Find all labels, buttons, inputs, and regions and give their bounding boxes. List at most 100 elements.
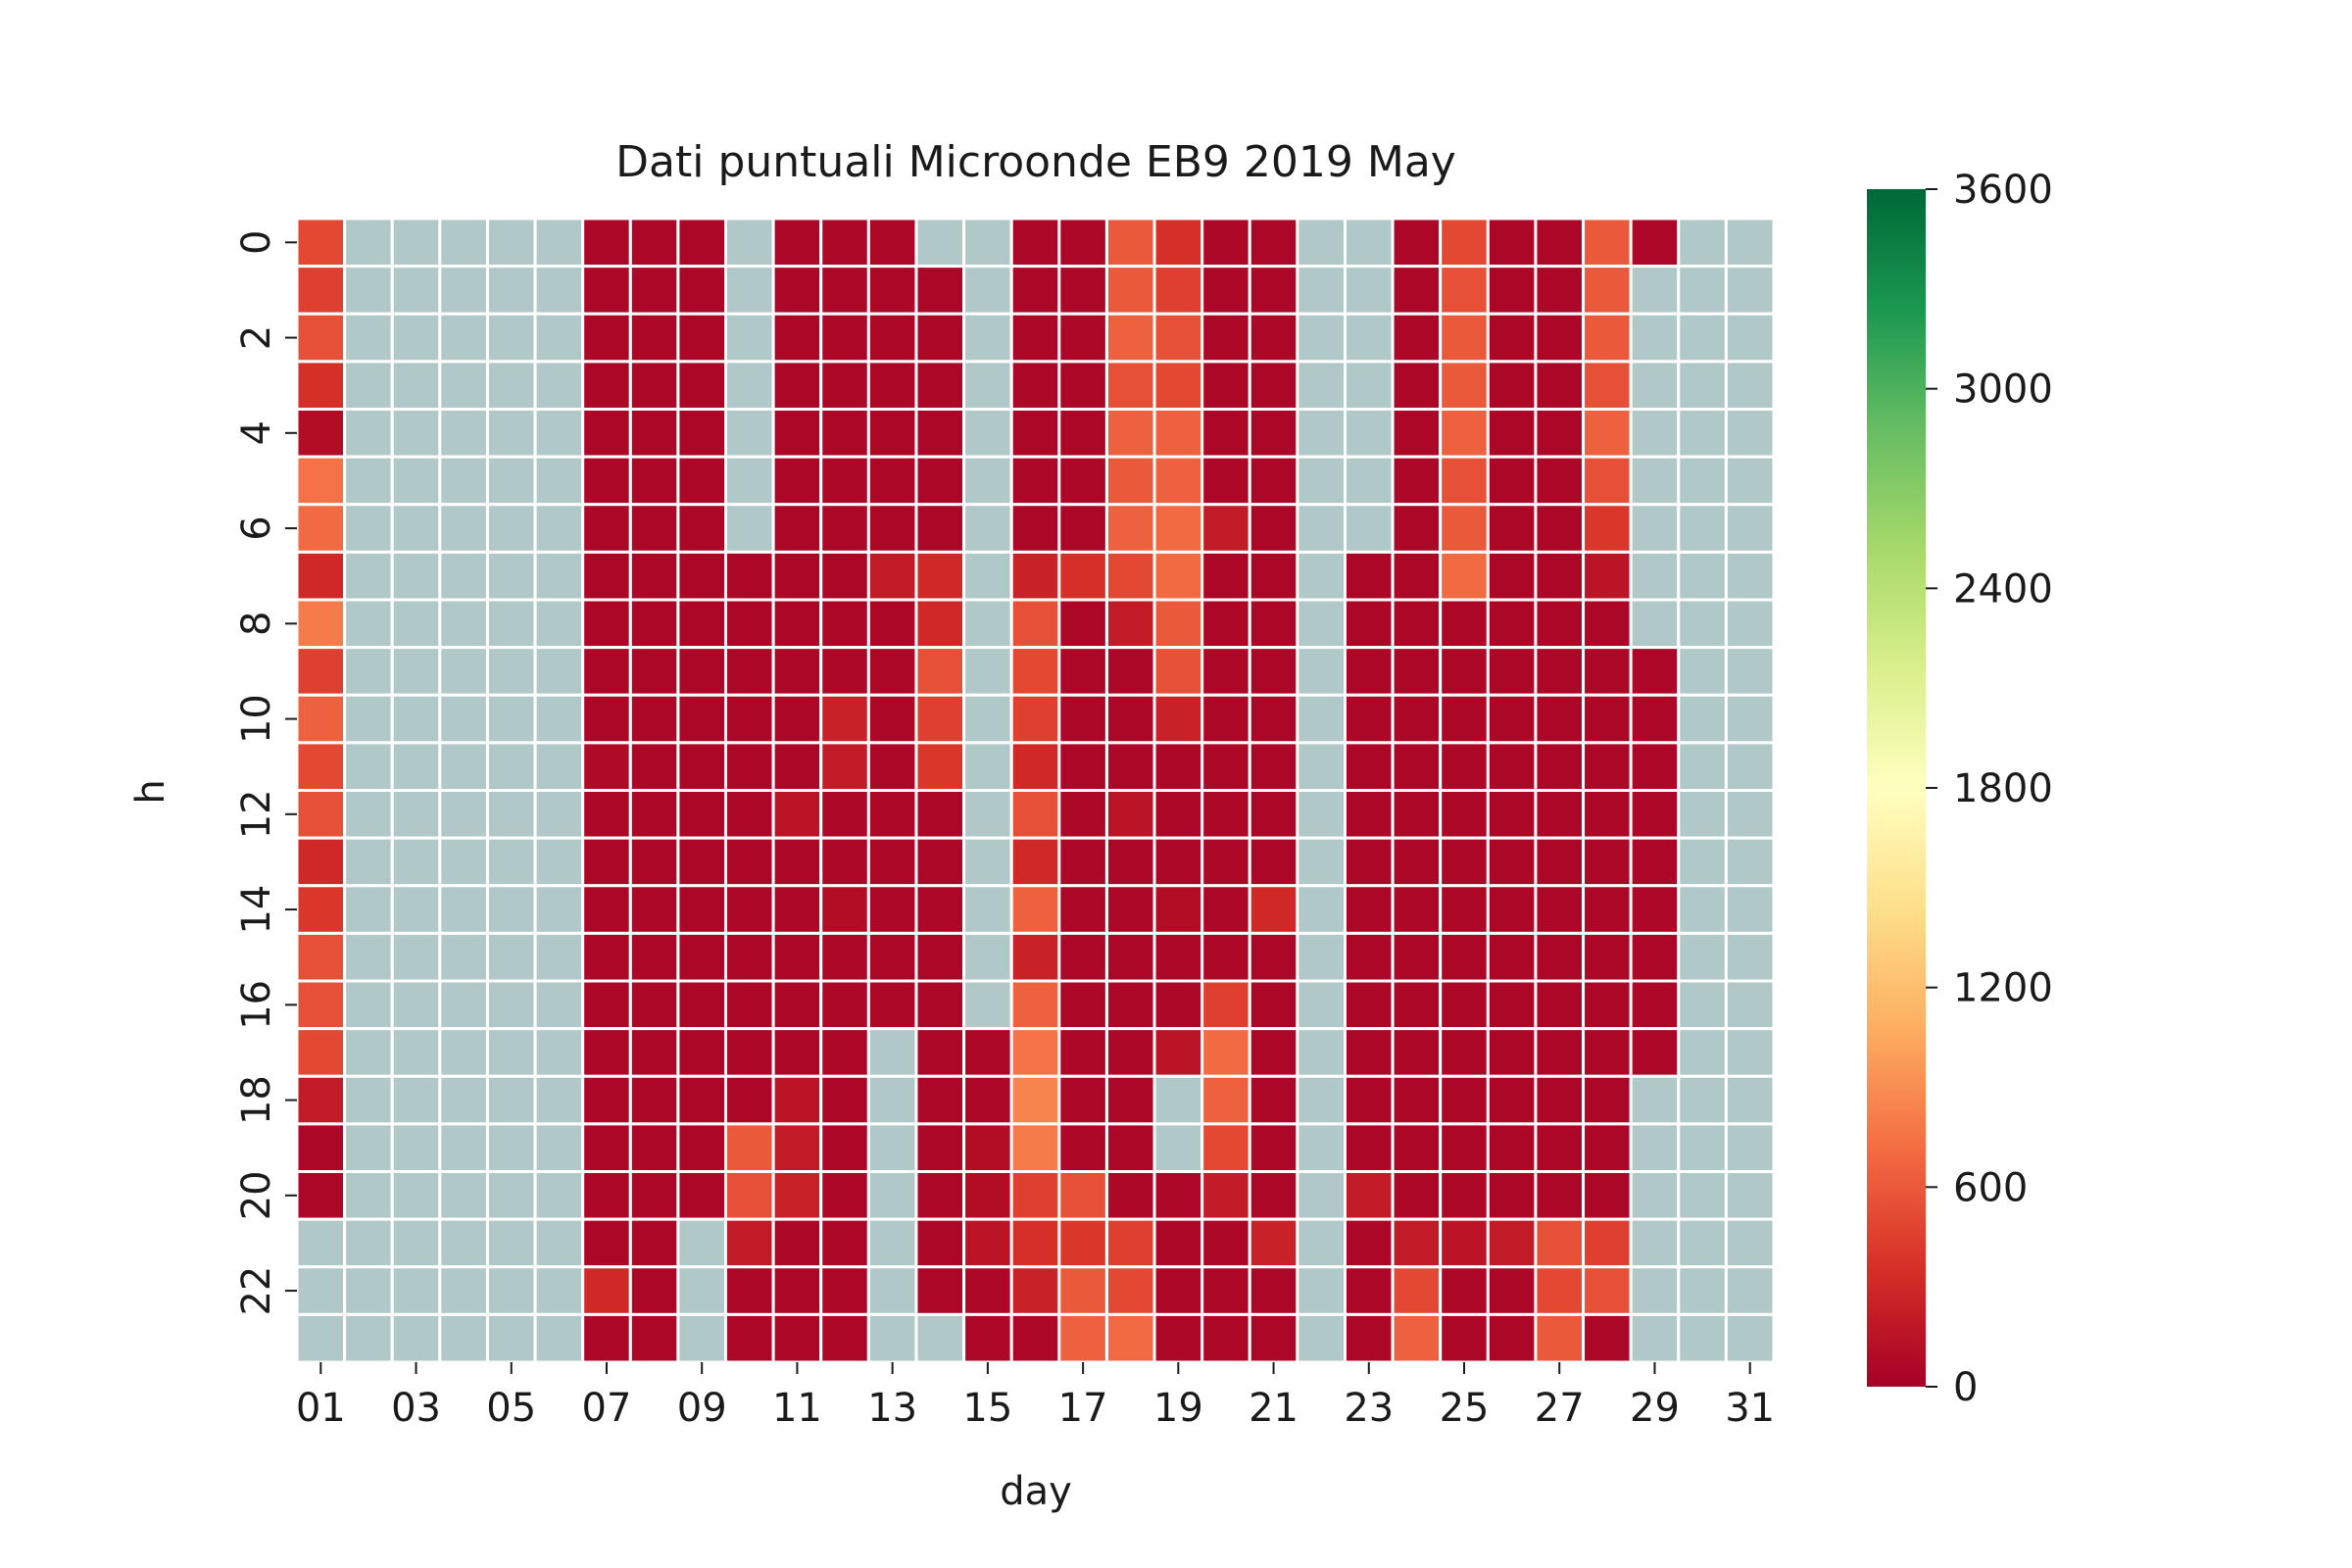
- colorbar-ticks: 0 600 1200 1800 2400 3000 3600: [1926, 168, 2053, 1410]
- heatmap-cell: [1534, 408, 1586, 459]
- y-tick-label: 6: [234, 515, 279, 540]
- heatmap-cell: [1582, 931, 1633, 983]
- heatmap-cell: [533, 598, 585, 650]
- heatmap-cell: [1152, 979, 1204, 1031]
- heatmap-cell: [1439, 503, 1490, 554]
- heatmap-cell: [1009, 1170, 1061, 1221]
- heatmap-cell: [1152, 598, 1204, 650]
- heatmap-cell: [914, 1074, 966, 1126]
- heatmap-cell: [1724, 931, 1776, 983]
- heatmap-cell: [390, 646, 442, 697]
- heatmap-cell: [1200, 503, 1251, 554]
- heatmap-cell: [1296, 503, 1347, 554]
- heatmap-cell: [1200, 455, 1251, 507]
- heatmap-cell: [1724, 789, 1776, 840]
- heatmap-cell: [1439, 408, 1490, 459]
- heatmap-cell: [1343, 789, 1395, 840]
- y-tick-label: 4: [234, 420, 279, 445]
- x-tick-label: 21: [1249, 1386, 1298, 1431]
- heatmap-cell: [914, 836, 966, 888]
- heatmap-cell: [1582, 646, 1633, 697]
- heatmap-cell: [1104, 408, 1156, 459]
- heatmap-cell: [485, 884, 537, 935]
- heatmap-cell: [771, 598, 823, 650]
- heatmap-cell: [1534, 360, 1586, 411]
- heatmap-cell: [533, 1217, 585, 1269]
- heatmap-cell: [819, 360, 870, 411]
- heatmap-cell: [1057, 312, 1108, 364]
- heatmap-cell: [343, 979, 394, 1031]
- colorbar-tick-label: 1200: [1953, 966, 2053, 1011]
- heatmap-cell: [1724, 408, 1776, 459]
- heatmap-cell: [628, 646, 680, 697]
- heatmap-cell: [1391, 1312, 1443, 1364]
- heatmap-cell: [581, 360, 632, 411]
- heatmap-cell: [581, 1122, 632, 1173]
- heatmap-cell: [628, 360, 680, 411]
- heatmap-cell: [1009, 503, 1061, 554]
- heatmap-cell: [724, 1027, 775, 1078]
- heatmap-cell: [676, 789, 728, 840]
- heatmap-cell: [1152, 1027, 1204, 1078]
- heatmap-cell: [628, 884, 680, 935]
- heatmap-cell: [1009, 979, 1061, 1031]
- heatmap-cell: [1582, 503, 1633, 554]
- heatmap-cell: [1439, 789, 1490, 840]
- heatmap-cell: [1486, 360, 1538, 411]
- heatmap-cell: [771, 931, 823, 983]
- heatmap-cell: [581, 931, 632, 983]
- y-tick-label: 12: [234, 789, 279, 839]
- heatmap-cell: [1009, 1217, 1061, 1269]
- heatmap-cell: [390, 1265, 442, 1316]
- heatmap-cell: [1200, 1170, 1251, 1221]
- heatmap-cell: [914, 503, 966, 554]
- heatmap-cell: [390, 1312, 442, 1364]
- heatmap-cell: [1677, 646, 1728, 697]
- heatmap-cell: [1296, 312, 1347, 364]
- heatmap-cell: [1296, 1265, 1347, 1316]
- heatmap-cell: [866, 455, 918, 507]
- heatmap-cell: [390, 455, 442, 507]
- heatmap-cell: [866, 1122, 918, 1173]
- heatmap-cell: [1724, 503, 1776, 554]
- heatmap-cell: [1582, 1027, 1633, 1078]
- heatmap-cell: [1486, 884, 1538, 935]
- heatmap-cell: [1104, 931, 1156, 983]
- heatmap-cell: [533, 836, 585, 888]
- heatmap-cell: [914, 1122, 966, 1173]
- heatmap-cell: [1009, 1122, 1061, 1173]
- heatmap-cell: [533, 789, 585, 840]
- heatmap-cell: [1629, 1265, 1681, 1316]
- heatmap-cell: [1677, 265, 1728, 316]
- heatmap-cell: [914, 979, 966, 1031]
- heatmap-cell: [343, 1122, 394, 1173]
- heatmap-cell: [1486, 1217, 1538, 1269]
- heatmap-cell: [1486, 550, 1538, 602]
- heatmap-cell: [1104, 312, 1156, 364]
- heatmap-cell: [724, 1122, 775, 1173]
- heatmap-cell: [819, 979, 870, 1031]
- heatmap-cell: [581, 312, 632, 364]
- heatmap-cell: [1629, 979, 1681, 1031]
- heatmap-cell: [1104, 360, 1156, 411]
- heatmap-cell: [1534, 1074, 1586, 1126]
- heatmap-cell: [819, 931, 870, 983]
- heatmap-cell: [1248, 836, 1299, 888]
- heatmap-cell: [533, 503, 585, 554]
- heatmap-cell: [1152, 550, 1204, 602]
- heatmap-cell: [819, 503, 870, 554]
- heatmap-cell: [866, 979, 918, 1031]
- heatmap-cell: [628, 312, 680, 364]
- heatmap-cell: [1534, 312, 1586, 364]
- heatmap-cell: [1296, 1027, 1347, 1078]
- x-tick-label: 03: [391, 1386, 441, 1431]
- heatmap-cell: [1248, 503, 1299, 554]
- heatmap-cell: [1439, 693, 1490, 745]
- heatmap-cell: [819, 455, 870, 507]
- heatmap-cell: [724, 550, 775, 602]
- heatmap-cell: [1724, 1170, 1776, 1221]
- heatmap-cell: [676, 646, 728, 697]
- heatmap-cell: [343, 1170, 394, 1221]
- heatmap-cell: [1200, 1074, 1251, 1126]
- heatmap-cell: [1152, 455, 1204, 507]
